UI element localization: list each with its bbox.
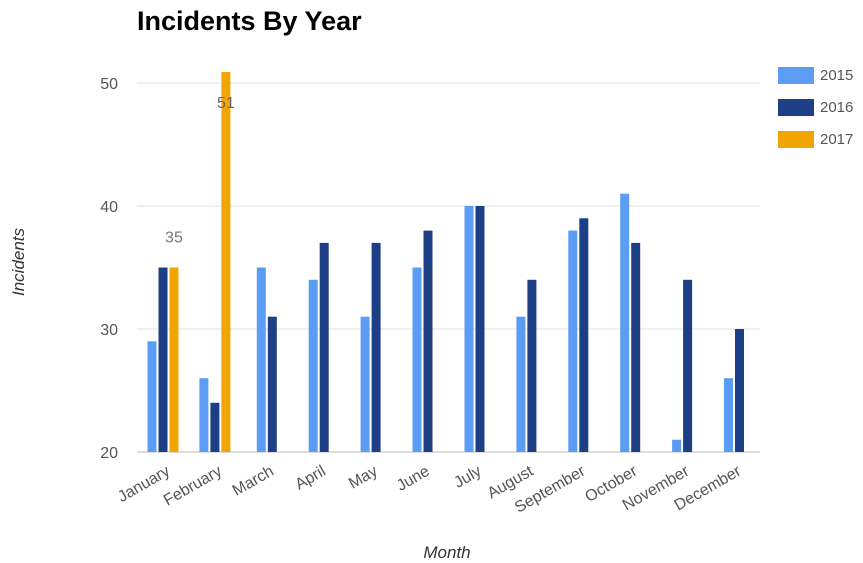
- bar-february-2017: [221, 72, 231, 452]
- chart-title: Incidents By Year: [137, 6, 362, 36]
- bar-july-2015: [464, 206, 474, 452]
- bar-november-2016: [683, 279, 693, 452]
- bar-august-2015: [516, 316, 526, 452]
- legend-label: 2016: [820, 98, 854, 116]
- bar-february-2015: [199, 378, 209, 452]
- bar-january-2016: [158, 267, 168, 452]
- x-axis-title: Month: [423, 543, 470, 562]
- bar-december-2015: [724, 378, 733, 452]
- data-labels: 35 51: [165, 95, 235, 247]
- y-tick-label: 30: [100, 322, 118, 339]
- bar-april-2015: [308, 279, 318, 452]
- bar-july-2016: [475, 206, 485, 452]
- bar-september-2016: [579, 218, 589, 452]
- bar-april-2016: [319, 242, 329, 452]
- bar-march-2016: [267, 316, 277, 452]
- x-tick-label: May: [346, 463, 381, 493]
- y-tick-label: 40: [100, 199, 118, 216]
- bar-june-2015: [412, 267, 422, 452]
- legend-item-2017: 2017: [778, 130, 853, 148]
- bar-january-2017: [169, 267, 179, 452]
- x-tick-label: March: [230, 463, 277, 500]
- y-tick-label: 20: [100, 445, 118, 462]
- bar-december-2016: [735, 329, 744, 452]
- bar-january-2015: [147, 341, 157, 452]
- x-tick-label: April: [292, 463, 328, 494]
- bar-september-2015: [568, 230, 578, 452]
- gridlines: [137, 82, 760, 453]
- legend-swatch: [778, 130, 814, 148]
- bars: [147, 72, 744, 452]
- legend: 2015 2016 2017: [778, 66, 853, 162]
- legend-label: 2015: [820, 66, 854, 84]
- legend-swatch: [778, 98, 814, 116]
- y-tick-label: 50: [100, 76, 118, 93]
- bar-october-2016: [631, 242, 641, 452]
- legend-label: 2017: [820, 130, 854, 148]
- bar-august-2016: [527, 279, 537, 452]
- legend-item-2016: 2016: [778, 98, 853, 116]
- bar-november-2015: [672, 439, 682, 452]
- data-label: 35: [165, 230, 183, 247]
- x-tick-label: June: [394, 463, 433, 495]
- x-tick-label: February: [161, 463, 225, 510]
- bar-may-2016: [371, 242, 381, 452]
- bar-february-2016: [210, 402, 220, 452]
- data-label: 51: [217, 95, 235, 112]
- y-axis-title: Incidents: [9, 227, 28, 296]
- bar-march-2015: [256, 267, 266, 452]
- legend-item-2015: 2015: [778, 66, 853, 84]
- bar-june-2016: [423, 230, 433, 452]
- bar-may-2015: [360, 316, 370, 452]
- y-axis-ticks: 20 30 40 50: [100, 76, 118, 462]
- x-tick-label: July: [451, 463, 484, 492]
- bar-october-2015: [620, 193, 630, 452]
- legend-swatch: [778, 66, 814, 84]
